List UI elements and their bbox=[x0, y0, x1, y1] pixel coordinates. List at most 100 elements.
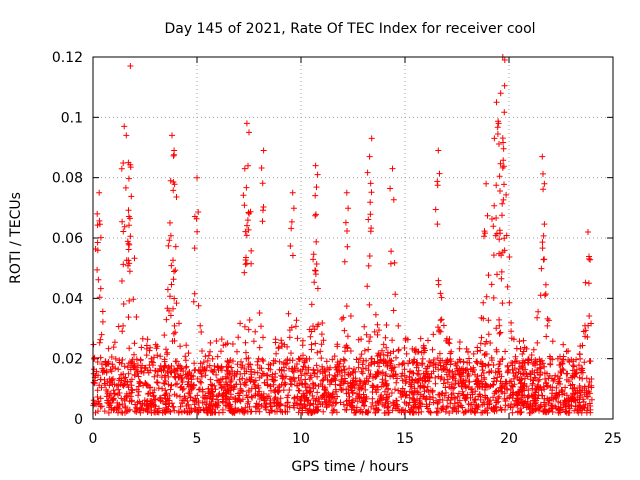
data-point bbox=[180, 368, 187, 375]
data-point bbox=[560, 341, 567, 348]
data-point bbox=[362, 386, 369, 393]
data-point bbox=[167, 293, 173, 300]
data-point bbox=[534, 339, 541, 346]
data-point bbox=[314, 389, 321, 396]
data-point bbox=[414, 378, 421, 385]
data-point bbox=[563, 409, 570, 416]
data-point bbox=[120, 322, 127, 329]
data-point bbox=[441, 376, 448, 383]
data-point bbox=[482, 394, 489, 401]
data-point bbox=[94, 266, 101, 273]
data-point bbox=[366, 301, 373, 308]
data-point bbox=[403, 376, 409, 383]
data-point bbox=[338, 367, 345, 374]
data-point bbox=[302, 384, 309, 391]
data-point bbox=[177, 403, 184, 410]
data-point bbox=[356, 377, 363, 384]
peak-point bbox=[497, 90, 504, 97]
data-point bbox=[252, 383, 259, 390]
data-point bbox=[539, 239, 546, 246]
data-point bbox=[452, 380, 459, 387]
data-point bbox=[300, 352, 306, 359]
peak-point bbox=[501, 57, 508, 63]
data-point bbox=[549, 338, 556, 345]
data-point bbox=[535, 308, 542, 315]
data-point bbox=[401, 366, 408, 373]
data-point bbox=[361, 347, 368, 354]
data-point bbox=[588, 396, 595, 403]
data-point bbox=[498, 268, 505, 275]
data-point bbox=[97, 395, 104, 402]
data-point bbox=[96, 339, 103, 346]
data-point bbox=[401, 399, 408, 406]
data-point bbox=[420, 393, 427, 400]
data-point bbox=[438, 294, 445, 301]
data-point bbox=[500, 163, 507, 170]
data-point bbox=[258, 402, 265, 409]
data-point bbox=[385, 403, 392, 410]
data-point bbox=[509, 366, 516, 373]
data-point bbox=[113, 382, 120, 389]
data-point bbox=[431, 356, 437, 363]
data-point bbox=[565, 357, 572, 363]
data-point bbox=[519, 385, 526, 392]
data-point bbox=[186, 408, 193, 415]
data-point bbox=[125, 360, 132, 367]
data-point bbox=[183, 403, 190, 409]
data-point bbox=[334, 343, 341, 350]
data-point bbox=[406, 357, 413, 364]
data-point bbox=[396, 407, 403, 414]
data-point bbox=[545, 400, 552, 407]
data-point bbox=[358, 385, 365, 392]
data-point bbox=[562, 384, 569, 391]
data-point bbox=[259, 218, 266, 225]
data-point bbox=[458, 402, 465, 409]
data-point bbox=[278, 372, 285, 379]
data-point bbox=[326, 371, 333, 378]
data-point bbox=[115, 366, 122, 373]
data-point bbox=[110, 387, 117, 394]
data-point bbox=[144, 336, 151, 343]
data-point bbox=[509, 409, 516, 416]
data-point bbox=[523, 345, 530, 352]
data-point bbox=[198, 373, 205, 380]
data-point bbox=[346, 365, 353, 372]
data-point bbox=[255, 355, 262, 362]
data-point bbox=[365, 346, 372, 353]
data-point bbox=[297, 396, 303, 403]
data-point bbox=[489, 357, 495, 364]
data-point bbox=[178, 383, 185, 390]
data-point bbox=[427, 409, 434, 416]
data-point bbox=[241, 365, 248, 372]
data-point bbox=[456, 339, 463, 345]
data-point bbox=[521, 400, 528, 406]
data-point bbox=[184, 398, 191, 404]
data-point bbox=[179, 397, 186, 404]
data-point bbox=[333, 399, 340, 406]
data-point bbox=[566, 401, 573, 408]
data-point bbox=[477, 340, 484, 347]
data-point bbox=[392, 386, 398, 393]
data-point bbox=[571, 363, 577, 370]
data-point bbox=[278, 367, 285, 374]
data-point bbox=[288, 218, 295, 225]
data-point bbox=[365, 216, 372, 223]
data-point bbox=[307, 388, 314, 395]
data-point bbox=[547, 361, 554, 368]
data-point bbox=[263, 372, 270, 379]
data-point bbox=[343, 407, 350, 413]
data-point bbox=[108, 404, 115, 411]
data-point bbox=[466, 355, 472, 362]
y-tick-label: 0 bbox=[74, 412, 83, 428]
data-point bbox=[468, 409, 475, 415]
data-point bbox=[389, 337, 396, 344]
data-point bbox=[258, 365, 265, 372]
data-point bbox=[296, 405, 303, 412]
data-point bbox=[249, 394, 256, 401]
data-point bbox=[165, 381, 172, 388]
data-point bbox=[433, 397, 440, 404]
data-point bbox=[549, 387, 556, 394]
data-point bbox=[254, 369, 261, 376]
data-point bbox=[182, 353, 189, 360]
data-point bbox=[379, 347, 385, 354]
